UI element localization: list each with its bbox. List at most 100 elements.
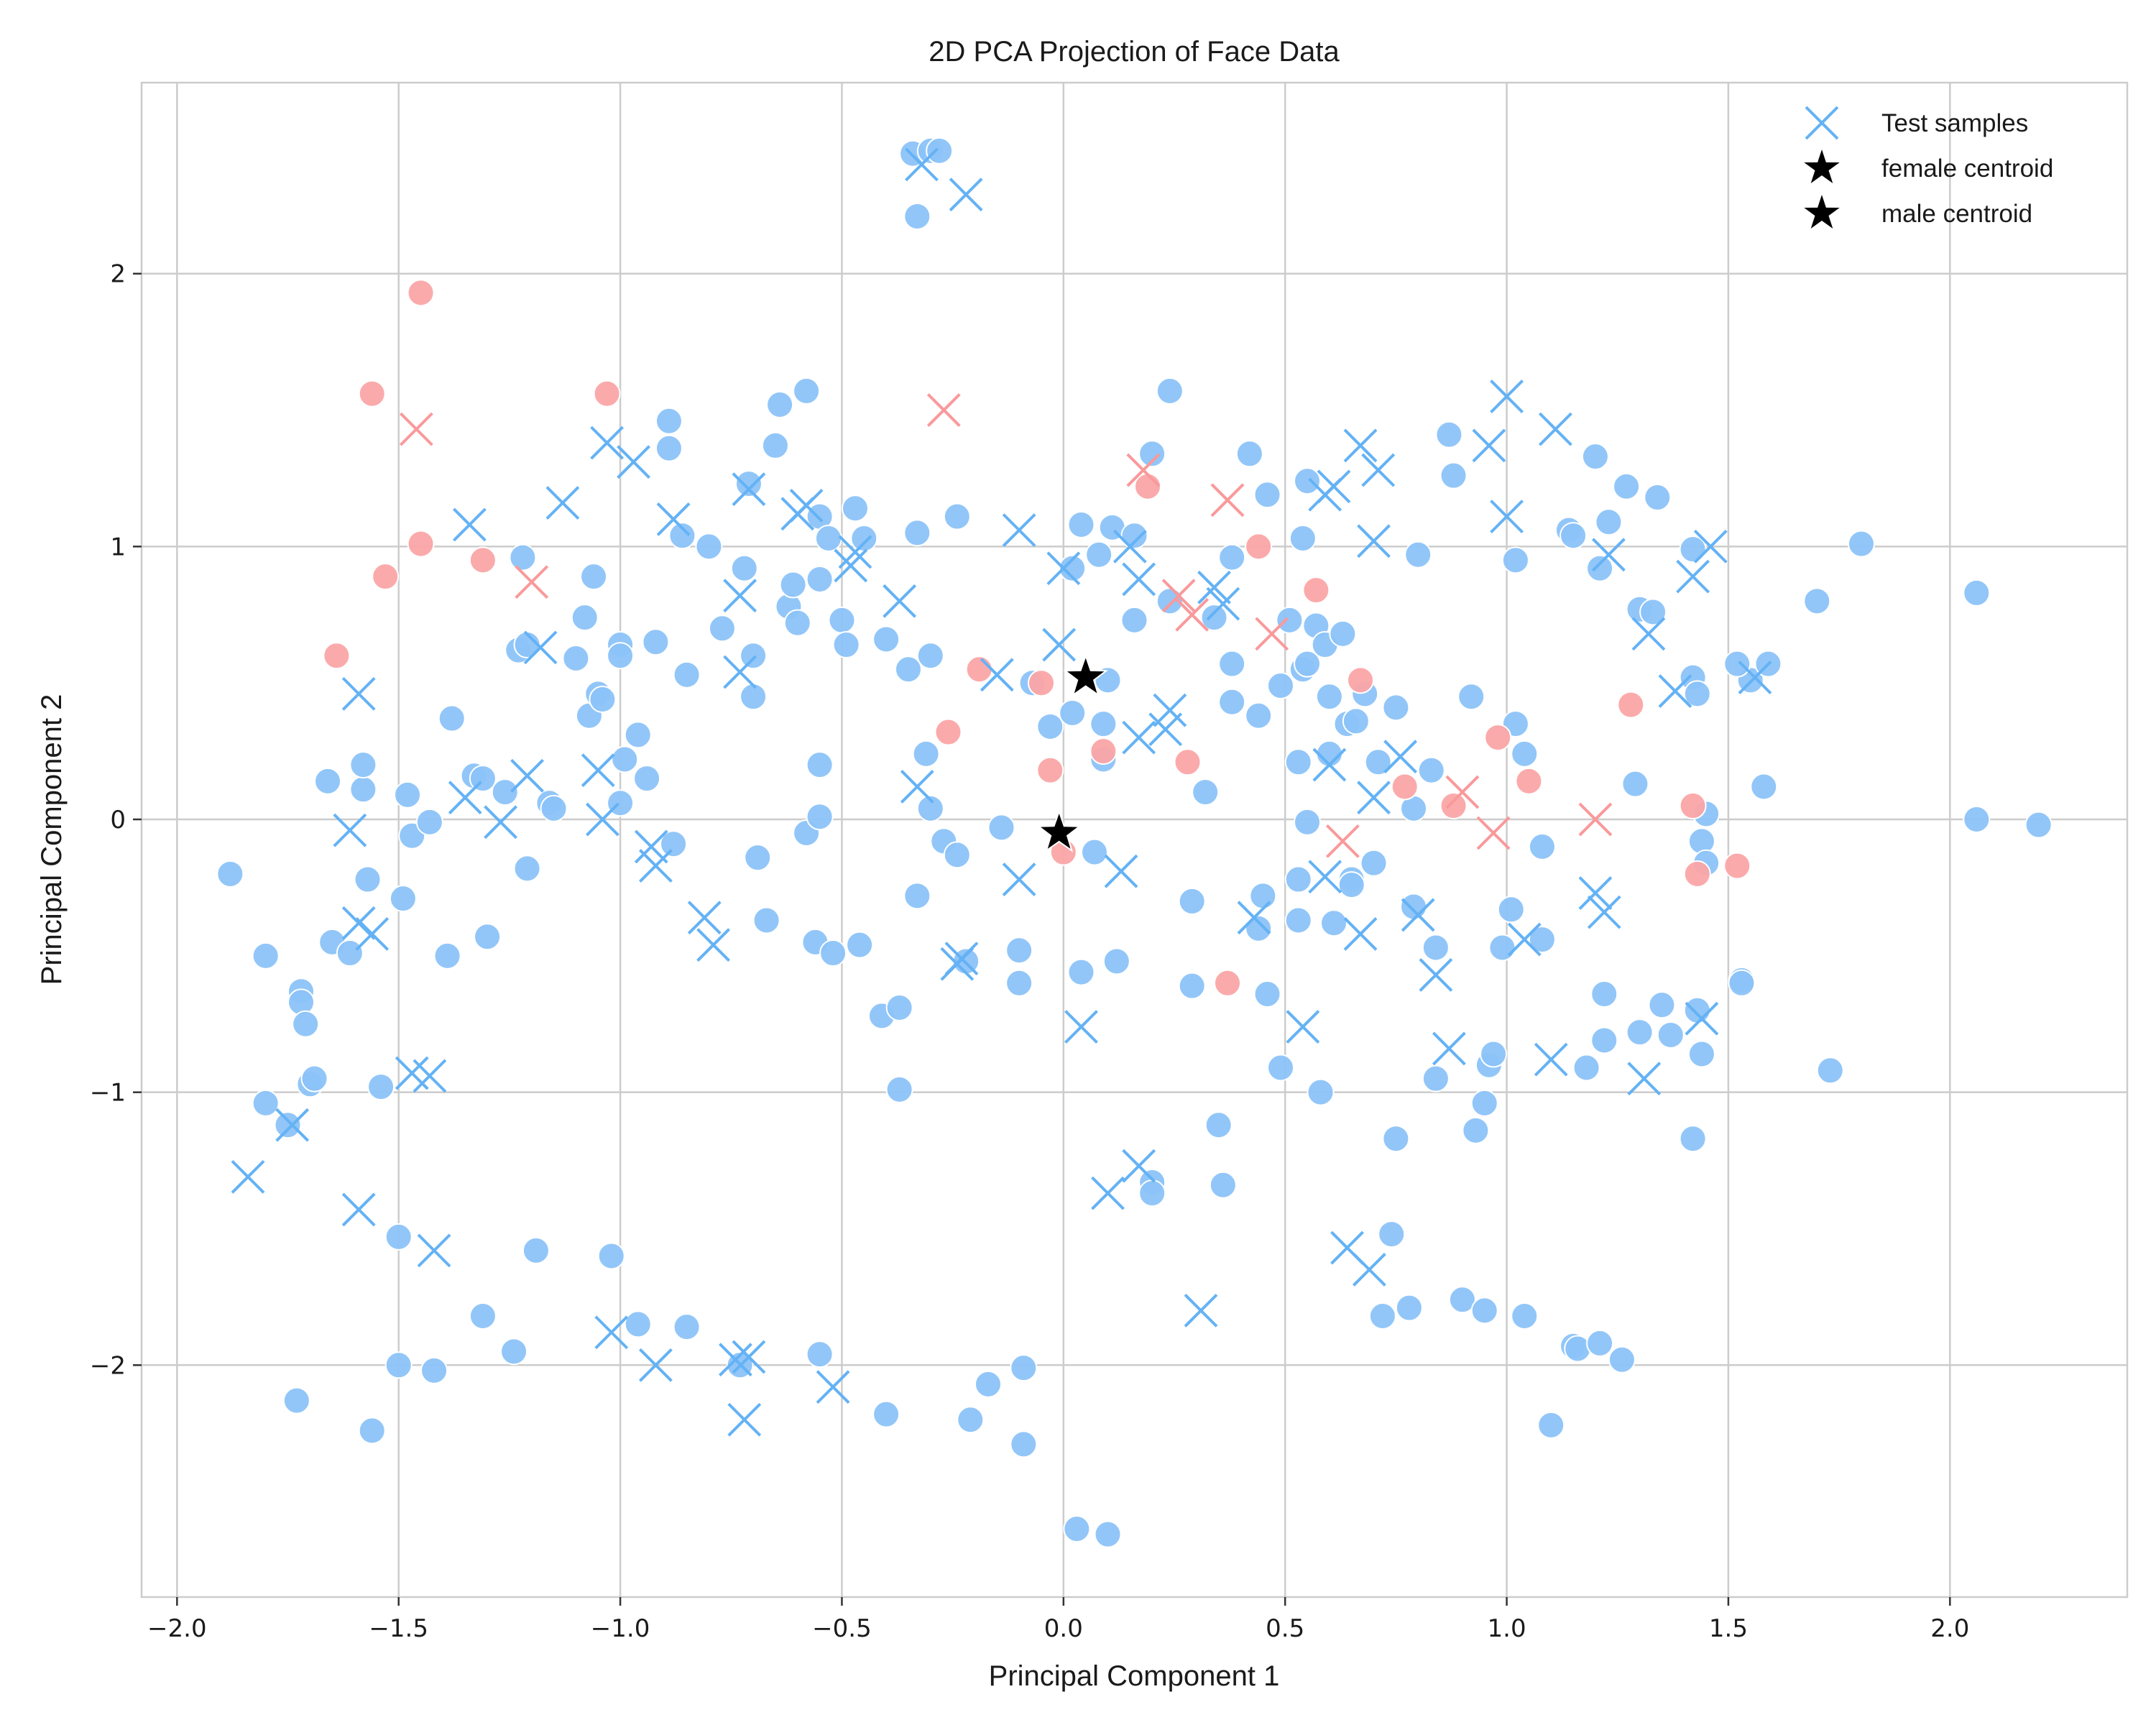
male-test-cross [905,147,939,182]
male-train-point [1963,806,1991,834]
male-train-point [2024,811,2053,839]
male-train-point [1395,1294,1423,1322]
male-train-point [624,1310,652,1338]
male-train-point [1382,1125,1410,1153]
male-train-point [1687,1040,1715,1068]
male-test-cross [448,781,482,815]
male-centroid-star [1036,809,1082,852]
chart-title: 2D PCA Projection of Face Data [929,36,1340,68]
male-train-point [1067,958,1095,986]
male-test-cross [341,1192,376,1227]
male-test-cross [1206,586,1240,621]
male-train-point [500,1338,528,1366]
female-train-point [1439,792,1468,820]
female-train-point [1089,737,1118,765]
male-train-point [846,931,874,959]
female-train-point [593,380,621,408]
legend-label: female centroid [1881,155,2053,183]
female-test-cross [1210,483,1245,518]
male-test-cross [1591,538,1626,572]
male-test-cross [510,758,544,793]
male-train-point [580,563,608,591]
male-test-cross [1631,617,1666,651]
male-train-point [597,1242,625,1270]
male-train-point [1679,1125,1707,1153]
legend-star-marker [1804,195,1840,229]
male-train-point [1683,680,1711,708]
male-train-point [1192,778,1220,806]
male-train-point [314,767,342,795]
male-train-point [1816,1057,1844,1085]
male-train-point [1120,522,1148,550]
y-tick-label: 1 [110,533,126,561]
male-test-cross [1122,562,1156,597]
male-train-point [420,1356,448,1384]
male-train-point [1010,1430,1038,1458]
male-test-cross [1184,1293,1218,1328]
male-test-cross [834,548,868,583]
male-train-point [872,625,900,653]
male-test-cross [452,507,487,542]
x-axis-label: Principal Component 1 [989,1660,1280,1692]
male-test-cross [1738,661,1772,695]
male-train-point [841,494,869,523]
male-test-cross [1104,854,1138,888]
male-train-point [744,844,772,872]
male-train-point [1059,699,1087,727]
male-train-point [872,1400,900,1428]
female-test-cross [399,412,433,446]
male-train-point [1276,606,1304,634]
male-train-point [1089,710,1118,738]
male-train-point [655,434,683,462]
legend-test-marker [1805,106,1839,140]
male-train-point [589,685,617,713]
male-test-cross [1002,862,1036,896]
male-train-point [1657,1021,1685,1049]
male-train-point [832,631,860,659]
male-train-point [1218,688,1246,716]
female-test-cross [1161,579,1196,613]
male-train-point [1497,896,1525,924]
male-test-cross [275,1108,310,1142]
male-train-point [274,1111,302,1139]
male-test-cross [1383,740,1417,774]
male-train-point [624,721,652,749]
female-train-point [1515,767,1543,795]
male-train-point [384,1351,413,1379]
male-train-point [819,939,847,967]
male-test-cross [333,813,367,847]
male-train-point [1005,937,1033,965]
male-train-point [1803,587,1831,615]
male-test-cross [723,655,757,689]
male-train-point [740,683,768,711]
male-train-point [926,137,954,165]
male-train-point [708,615,736,643]
male-train-point [1639,598,1667,626]
male-test-cross [231,1159,265,1194]
male-train-point [1245,914,1273,942]
female-test-cross [1255,617,1289,651]
male-train-point [367,1073,395,1101]
male-train-point [1218,543,1246,571]
male-test-cross [634,829,668,864]
male-test-cross [1317,469,1351,504]
x-tick-label: −2.0 [147,1614,207,1643]
male-test-cross [1352,1253,1386,1287]
male-train-point [806,565,834,593]
male-train-point [282,1386,310,1414]
male-train-point [1342,707,1370,735]
male-train-point [943,502,971,530]
male-train-point [1284,865,1312,893]
male-train-point [1683,996,1711,1024]
x-tick-label: −0.5 [812,1614,872,1643]
male-train-point [1156,377,1184,405]
male-train-point [1470,1297,1498,1325]
male-train-point [1178,887,1206,915]
male-test-cross [1627,1062,1662,1096]
male-test-cross [1472,428,1506,463]
male-train-point [1320,909,1348,937]
female-test-cross [1175,597,1210,632]
male-test-cross [949,178,983,212]
male-train-point [1138,440,1166,468]
